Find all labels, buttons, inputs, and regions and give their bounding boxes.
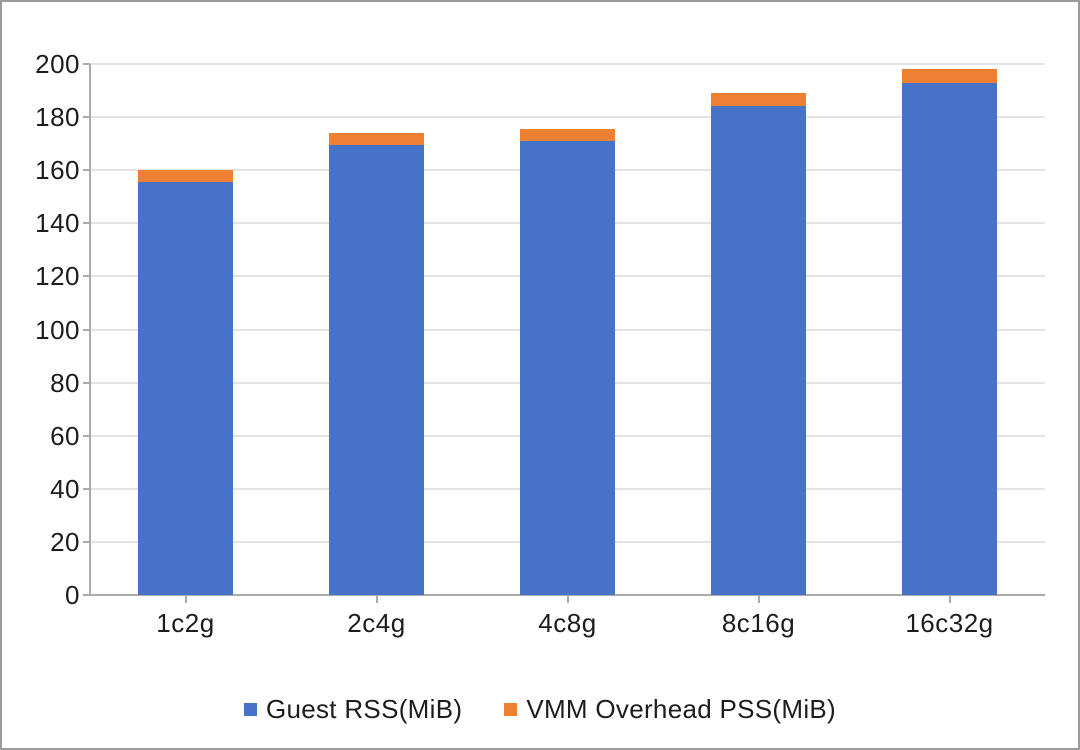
legend-item-vmm-overhead: VMM Overhead PSS(MiB) [504,694,836,724]
legend-swatch-icon [504,702,518,716]
y-axis-tick-label: 80 [50,367,80,398]
bar-segment-vmm-overhead [138,170,233,183]
y-axis-tick-label: 140 [35,208,80,239]
y-axis-tick [83,434,90,437]
bar-segment-guest-rss [138,182,233,595]
y-axis-tick-label: 120 [35,261,80,292]
y-axis-tick-label: 180 [35,102,80,133]
x-axis-tick [375,595,378,603]
y-axis-line [89,64,91,595]
bar-segment-vmm-overhead [520,129,615,141]
x-axis-tick [757,595,760,603]
x-axis-tick [948,595,951,603]
bar-segment-guest-rss [520,140,615,595]
y-axis-tick [83,222,90,225]
y-axis-tick [83,169,90,172]
y-axis-tick-label: 160 [35,155,80,186]
x-axis-tick [566,595,569,603]
y-gridline [90,116,1045,119]
legend-label: Guest RSS(MiB) [265,694,463,724]
y-axis-tick [83,381,90,384]
y-axis-tick [83,328,90,331]
bar-segment-guest-rss [711,106,806,595]
x-axis-category-label: 16c32g [905,608,994,638]
y-axis-tick [83,116,90,119]
y-axis-tick [83,540,90,543]
y-axis-tick-label: 100 [35,314,80,345]
legend-swatch-icon [243,702,257,716]
y-axis-tick-label: 60 [50,420,80,451]
x-axis-category-label: 1c2g [156,608,215,638]
legend-item-guest-rss: Guest RSS(MiB) [243,694,463,724]
y-axis-tick-label: 0 [65,580,80,610]
x-axis-category-label: 4c8g [538,608,597,638]
bar-segment-guest-rss [329,144,424,595]
y-axis-tick [83,275,90,278]
bar-segment-vmm-overhead [329,133,424,145]
bar-segment-guest-rss [902,82,997,595]
x-axis-category-label: 2c4g [347,608,406,638]
y-axis-tick [83,594,90,596]
chart-legend: Guest RSS(MiB) VMM Overhead PSS(MiB) [2,694,1078,724]
y-axis-tick [83,63,90,65]
x-axis-category-label: 8c16g [721,608,796,638]
bar-segment-vmm-overhead [902,69,997,83]
y-axis-tick [83,487,90,490]
y-gridline [90,63,1045,65]
bar-segment-vmm-overhead [711,93,806,107]
y-axis-tick-label: 20 [50,526,80,557]
legend-label: VMM Overhead PSS(MiB) [526,694,837,724]
x-axis-tick [184,595,187,603]
y-axis-tick-label: 40 [50,473,80,504]
y-axis-tick-label: 200 [35,49,80,79]
